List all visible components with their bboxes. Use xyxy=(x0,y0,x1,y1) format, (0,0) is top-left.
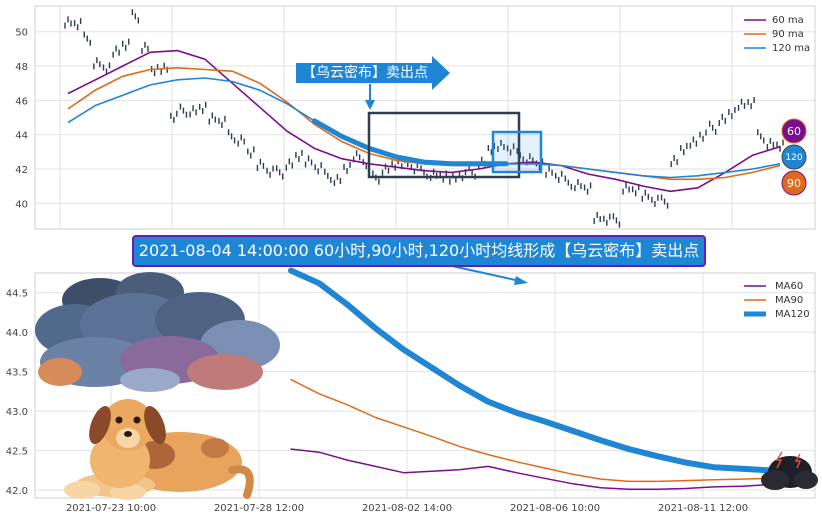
badge-90 xyxy=(781,170,807,196)
top-y-tick: 50 xyxy=(15,28,28,39)
bottom-x-tick: 2021-08-11 12:00 xyxy=(658,503,748,514)
top-line-120-highlight xyxy=(312,118,509,167)
top-legend-60: 60 ma xyxy=(772,15,804,26)
top-y-tick: 40 xyxy=(15,199,28,210)
small-storm-cloud-icon xyxy=(761,451,818,490)
banner-pointer-head xyxy=(514,276,528,285)
bottom-legend-60: MA60 xyxy=(775,281,803,292)
bottom-y-tick: 44.0 xyxy=(6,328,28,339)
bottom-y-tick: 44.5 xyxy=(6,289,28,300)
bottom-legend-120: MA120 xyxy=(775,309,810,320)
badge-60 xyxy=(781,118,807,144)
top-ma-lines xyxy=(67,49,781,193)
top-legend xyxy=(744,19,766,49)
bottom-line-MA120 xyxy=(288,267,773,474)
badge-90-label: 90 xyxy=(787,177,801,190)
bottom-ma-lines xyxy=(288,267,773,491)
top-y-tick: 48 xyxy=(15,62,28,73)
signal-box-blue xyxy=(491,130,543,174)
bottom-y-tick: 42.5 xyxy=(6,447,28,458)
top-line-60-ma xyxy=(67,49,781,193)
bottom-y-tick: 42.0 xyxy=(6,486,28,497)
bottom-x-tick: 2021-08-02 14:00 xyxy=(362,503,452,514)
bottom-x-tick: 2021-07-23 10:00 xyxy=(66,503,156,514)
top-y-tick: 42 xyxy=(15,165,28,176)
badge-60-label: 60 xyxy=(787,125,801,138)
badge-120-label: 120 xyxy=(785,153,802,163)
top-y-tick: 44 xyxy=(15,131,28,142)
signal-banner: 2021-08-04 14:00:00 60小时,90小时,120小时均线形成【… xyxy=(132,235,706,267)
banner-pointer xyxy=(451,265,521,282)
callout-arrow-shape xyxy=(296,56,450,90)
callout-label: 【乌云密布】卖出点 xyxy=(302,65,428,81)
bottom-legend xyxy=(744,285,766,317)
callout-pointer-head xyxy=(365,100,375,110)
badge-120 xyxy=(781,144,807,170)
storm-cloud-illustration xyxy=(35,272,280,392)
bottom-line-MA60 xyxy=(290,448,771,491)
bottom-x-tick: 2021-08-06 10:00 xyxy=(510,503,600,514)
bottom-line-MA90 xyxy=(290,378,771,483)
axis-ticks: 40 42 44 46 48 50 42.0 42.5 43.0 43.5 44.0 44.5 2021… xyxy=(6,28,748,514)
bottom-y-tick: 43.5 xyxy=(6,368,28,379)
top-panel xyxy=(34,5,816,230)
signal-box-dark xyxy=(367,111,521,179)
top-y-tick: 46 xyxy=(15,96,28,107)
bottom-legend-90: MA90 xyxy=(775,295,803,306)
dog-illustration xyxy=(64,399,254,500)
top-legend-120: 120 ma xyxy=(772,43,810,54)
bottom-y-tick: 43.0 xyxy=(6,407,28,418)
candlesticks xyxy=(64,9,784,228)
bottom-x-tick: 2021-07-28 12:00 xyxy=(214,503,304,514)
top-legend-90: 90 ma xyxy=(772,29,804,40)
